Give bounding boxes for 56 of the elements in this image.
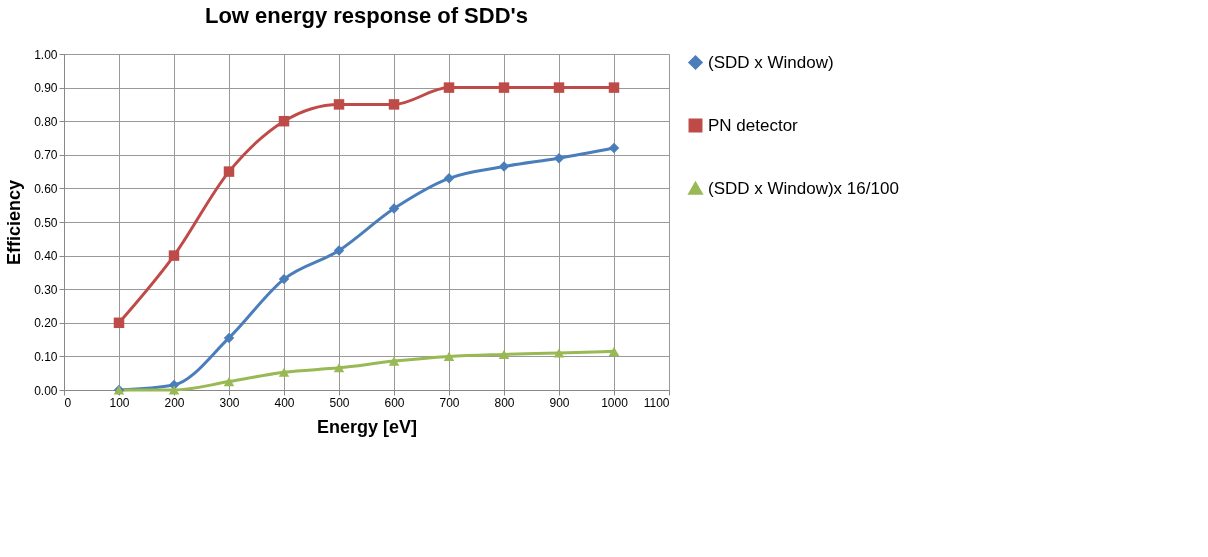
point bbox=[223, 377, 235, 387]
x-tick-label: 300 bbox=[219, 395, 240, 410]
point bbox=[498, 82, 510, 93]
point bbox=[443, 173, 455, 184]
point bbox=[168, 385, 180, 395]
point bbox=[168, 250, 180, 261]
y-tick-label: 0.50 bbox=[34, 215, 58, 230]
point bbox=[278, 115, 290, 127]
point bbox=[608, 346, 620, 356]
y-tick-label: 0.30 bbox=[34, 282, 58, 297]
point bbox=[223, 332, 235, 344]
point bbox=[498, 349, 510, 359]
x-tick-label: 200 bbox=[164, 395, 185, 410]
y-tick-label: 0.90 bbox=[34, 81, 58, 96]
x-tick-label: 100 bbox=[109, 395, 130, 410]
point bbox=[388, 356, 400, 366]
y-tick-label: 0.70 bbox=[34, 148, 58, 163]
point bbox=[333, 363, 345, 373]
point bbox=[498, 161, 510, 172]
x-tick-label: 800 bbox=[494, 395, 515, 410]
x-tick-label: 900 bbox=[549, 395, 570, 410]
x-axis-title: Energy [eV] bbox=[316, 416, 418, 437]
point bbox=[333, 99, 345, 110]
x-tick-label: 0 bbox=[64, 395, 72, 410]
chart-title: Low energy response of SDD's bbox=[204, 3, 529, 28]
point bbox=[278, 273, 290, 285]
point bbox=[223, 166, 235, 177]
x-tick-label: 600 bbox=[384, 395, 405, 410]
point bbox=[608, 82, 620, 93]
legend-label: PN detector bbox=[708, 115, 799, 135]
y-tick-label: 1.00 bbox=[34, 47, 58, 62]
point bbox=[388, 203, 400, 214]
y-tick-label: 0.00 bbox=[34, 383, 58, 398]
point bbox=[443, 82, 455, 93]
x-tick-label: 500 bbox=[329, 395, 350, 410]
point bbox=[553, 152, 565, 164]
legend-label: (SDD x Window) bbox=[708, 52, 834, 72]
point bbox=[333, 245, 345, 256]
x-tick-label: 400 bbox=[274, 395, 295, 410]
y-tick-label: 0.20 bbox=[34, 316, 58, 331]
point bbox=[608, 142, 620, 154]
point bbox=[113, 317, 125, 329]
y-tick-label: 0.60 bbox=[34, 181, 58, 196]
point bbox=[278, 367, 290, 377]
point bbox=[553, 348, 565, 358]
x-tick-label: 1100 bbox=[643, 395, 670, 410]
y-tick-label: 0.80 bbox=[34, 114, 58, 129]
y-tick-label: 0.10 bbox=[34, 349, 58, 364]
x-tick-label: 1000 bbox=[601, 395, 629, 410]
y-tick-label: 0.40 bbox=[34, 249, 58, 264]
point bbox=[443, 351, 455, 361]
y-axis-title: Efficiency bbox=[4, 179, 25, 266]
x-tick-label: 700 bbox=[439, 395, 460, 410]
legend-label: (SDD x Window)x 16/100 bbox=[708, 178, 899, 198]
point bbox=[388, 99, 400, 110]
point bbox=[553, 82, 565, 93]
